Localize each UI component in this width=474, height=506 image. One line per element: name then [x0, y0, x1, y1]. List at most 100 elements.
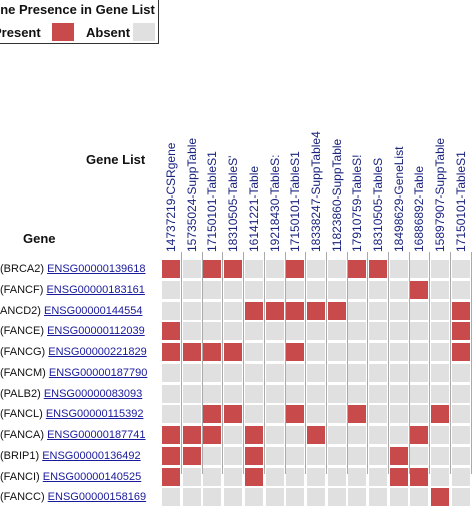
ensembl-link[interactable]: ENSG00000136492: [42, 449, 141, 462]
cell-absent: [451, 280, 470, 299]
cell-absent: [265, 446, 284, 465]
ensembl-link[interactable]: ENSG00000115392: [45, 408, 144, 421]
cell-absent: [224, 363, 243, 382]
ensembl-link[interactable]: ENSG00000221829: [48, 346, 147, 358]
cell-absent: [306, 363, 325, 382]
column-divider: [201, 252, 203, 474]
cell-absent: [431, 467, 450, 486]
cell-present: [244, 301, 263, 320]
cell-absent: [162, 301, 180, 320]
cell-absent: [410, 260, 429, 278]
gene-header: Gene: [23, 231, 56, 246]
cell-absent: [306, 467, 325, 486]
cell-absent: [182, 301, 201, 320]
column-divider: [222, 252, 224, 474]
legend-absent-label: Absent: [86, 25, 131, 40]
cell-absent: [389, 405, 408, 424]
cell-absent: [451, 446, 470, 465]
cell-present: [244, 446, 263, 465]
cell-present: [265, 301, 284, 320]
cell-present: [162, 467, 180, 486]
cell-present: [286, 301, 305, 320]
ensembl-link[interactable]: ENSG00000139618: [47, 263, 146, 275]
cell-present: [224, 260, 243, 278]
cell-present: [348, 405, 367, 424]
ensembl-link[interactable]: ENSG00000187790: [48, 366, 148, 379]
ensembl-link[interactable]: ENSG00000140525: [42, 470, 142, 483]
cell-absent: [306, 343, 325, 361]
cell-absent: [203, 467, 222, 486]
column-divider: [388, 252, 389, 474]
cell-absent: [224, 467, 243, 486]
cell-absent: [348, 467, 367, 486]
column-header-label: 16141221-Table: [246, 165, 261, 252]
cell-absent: [410, 363, 429, 382]
cell-absent: [182, 405, 201, 424]
table-row: (BRIP1) ENSG00000136492: [0, 447, 141, 465]
cell-absent: [389, 488, 408, 506]
column-divider: [284, 252, 286, 474]
column-divider: [263, 252, 265, 474]
cell-absent: [224, 426, 243, 444]
cell-absent: [327, 446, 346, 465]
legend-title: ene Presence in Gene List: [0, 2, 155, 17]
cell-absent: [369, 384, 387, 403]
cell-absent: [431, 426, 450, 444]
cell-absent: [162, 405, 180, 424]
table-row: (FANCA) ENSG00000187741: [0, 426, 146, 444]
table-row: (BRCA2) ENSG00000139618: [0, 260, 146, 278]
cell-absent: [431, 301, 450, 320]
gene-symbol: (FANCE): [0, 325, 48, 338]
column-header-label: 17910759-TableS!: [350, 154, 365, 252]
cell-absent: [348, 426, 367, 444]
ensembl-link[interactable]: ENSG00000158169: [47, 491, 147, 504]
cell-absent: [369, 280, 387, 299]
cell-present: [286, 260, 305, 278]
cell-present: [410, 426, 429, 444]
table-row: (FANCE) ENSG00000112039: [0, 322, 145, 340]
cell-present: [244, 426, 263, 444]
ensembl-link[interactable]: ENSG00000112039: [47, 325, 145, 338]
cell-present: [451, 322, 470, 341]
cell-absent: [431, 343, 450, 361]
cell-absent: [286, 363, 305, 382]
cell-absent: [410, 446, 429, 465]
ensembl-link[interactable]: ENSG00000183161: [46, 283, 145, 296]
cell-present: [182, 446, 201, 465]
cell-absent: [162, 488, 180, 506]
cell-absent: [431, 322, 450, 341]
column-header-label: 17150101-TableS1: [453, 151, 468, 252]
cell-absent: [265, 363, 284, 382]
ensembl-link[interactable]: ENSG00000083093: [43, 387, 143, 400]
cell-absent: [348, 384, 367, 403]
column-header-label: 11823860-SuppTable: [329, 138, 344, 252]
cell-absent: [327, 363, 346, 382]
cell-absent: [389, 363, 408, 382]
cell-absent: [369, 426, 387, 444]
column-divider: [181, 252, 182, 474]
cell-absent: [203, 384, 222, 403]
column-header-label: 18498629-GeneList: [391, 146, 406, 252]
cell-absent: [265, 343, 284, 361]
cell-absent: [306, 405, 325, 424]
gene-symbol: (FANCC): [0, 491, 48, 504]
cell-absent: [162, 384, 180, 403]
cell-absent: [451, 426, 470, 444]
cell-absent: [306, 446, 325, 465]
cell-absent: [369, 301, 387, 320]
cell-absent: [286, 384, 305, 403]
cell-absent: [203, 446, 222, 465]
column-divider: [325, 252, 327, 474]
ensembl-link[interactable]: ENSG00000144554: [44, 304, 143, 317]
column-divider: [305, 252, 307, 474]
cell-absent: [265, 260, 284, 278]
cell-absent: [451, 384, 470, 403]
cell-absent: [431, 363, 450, 382]
cell-absent: [286, 488, 305, 506]
cell-absent: [306, 488, 325, 506]
column-divider: [243, 252, 245, 474]
gene-symbol: ANCD2): [0, 304, 45, 317]
ensembl-link[interactable]: ENSG00000187741: [47, 429, 146, 441]
gene-symbol: (FANCA): [0, 429, 48, 441]
gene-symbol: (BRIP1): [0, 449, 43, 462]
